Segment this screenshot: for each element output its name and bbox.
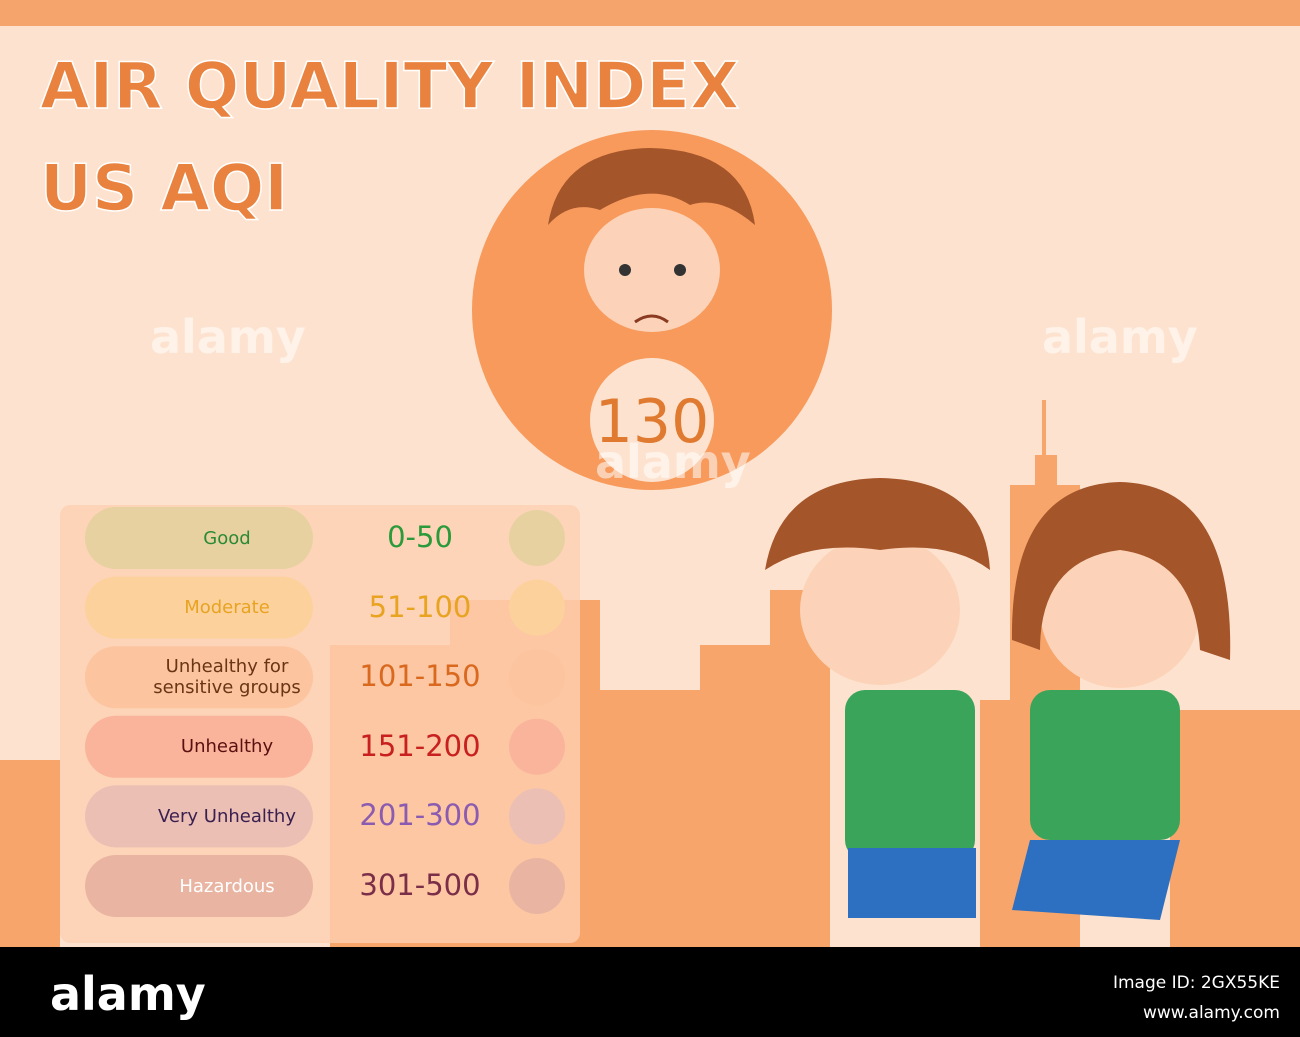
level-label: Good — [203, 527, 251, 549]
footer-id: Image ID: 2GX55KE — [1113, 973, 1280, 993]
level-label: Unhealthy for sensitive groups — [153, 656, 301, 699]
legend-panel — [60, 505, 580, 943]
children — [765, 478, 1231, 920]
level-range: 51-100 — [368, 589, 472, 624]
level-range: 101-150 — [359, 659, 481, 694]
sad-face — [548, 148, 755, 332]
watermark: alamy — [595, 435, 751, 489]
level-range: 0-50 — [387, 520, 453, 554]
aqi-value: 130 — [595, 387, 710, 457]
footer-bar — [0, 947, 1300, 1037]
footer-url: www.alamy.com — [1143, 1003, 1280, 1023]
top-stripe — [0, 0, 1300, 26]
value-circle — [590, 358, 714, 482]
footer-logo: alamy — [50, 967, 206, 1021]
level-label: Moderate — [184, 597, 270, 619]
title: AIR QUALITY INDEX — [40, 50, 739, 124]
level-label: Hazardous — [179, 875, 275, 897]
watermark: alamy — [150, 310, 306, 364]
level-range: 301-500 — [359, 868, 481, 902]
level-label: Unhealthy — [180, 736, 274, 758]
subtitle: US AQI — [40, 152, 288, 226]
level-label: Very Unhealthy — [158, 805, 296, 827]
level-range: 201-300 — [359, 798, 481, 833]
level-range: 151-200 — [359, 728, 481, 763]
watermark: alamy — [1042, 310, 1198, 364]
